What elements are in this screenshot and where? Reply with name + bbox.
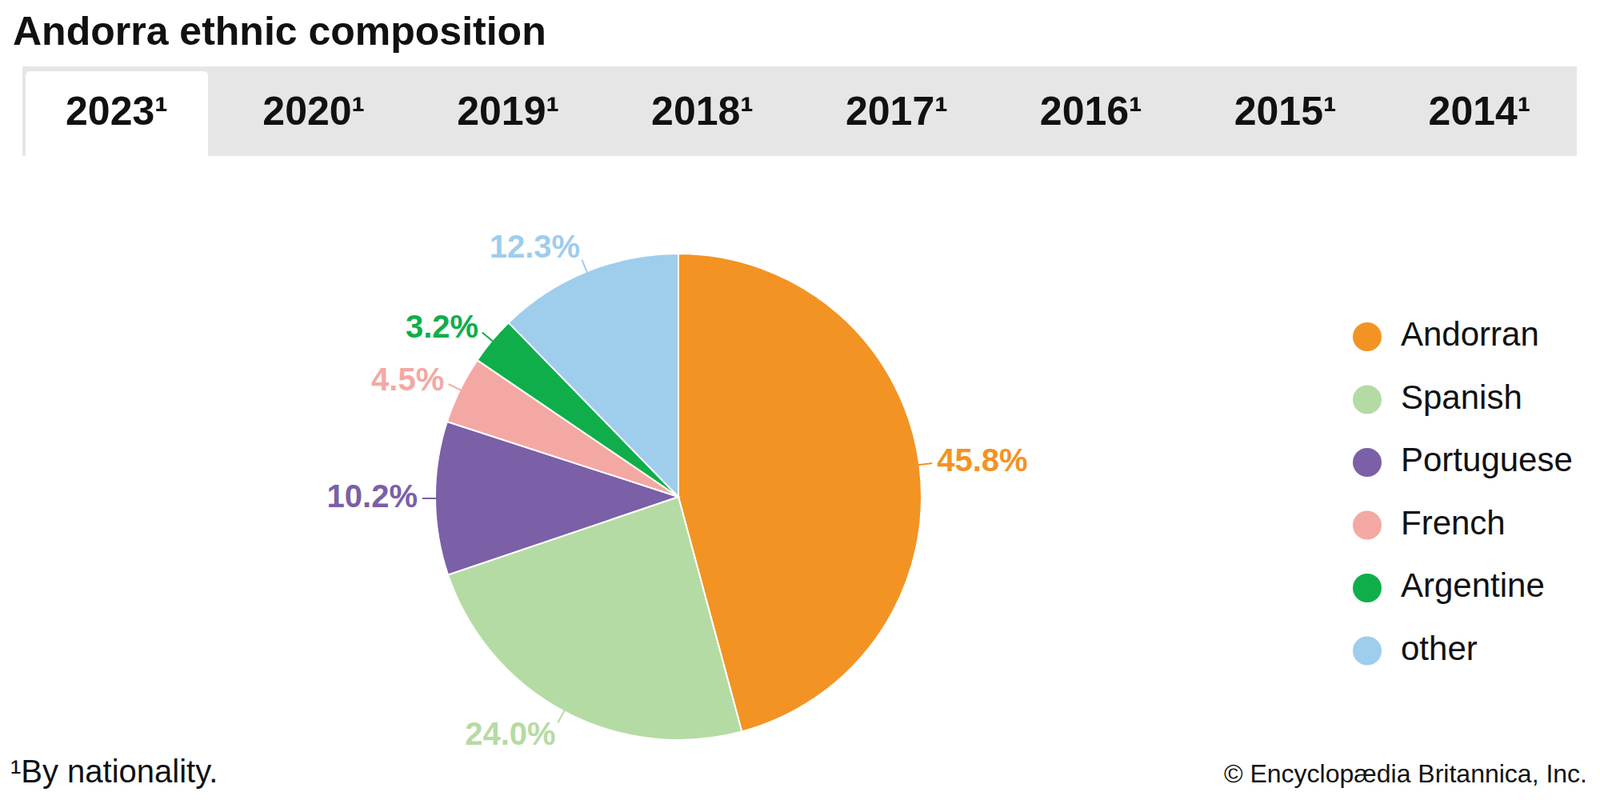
data-label: 10.2% [327, 478, 418, 514]
tab-label[interactable]: 2023¹ [65, 88, 168, 134]
legend-swatch [1352, 448, 1382, 477]
pie [435, 253, 922, 740]
legend-label: Portuguese [1400, 440, 1573, 479]
legend-swatch [1352, 322, 1382, 352]
data-label: 4.5% [371, 361, 444, 397]
legend: Andorran Spanish Portuguese French Argentine… [1352, 315, 1573, 668]
leader-line [917, 463, 932, 465]
legend-swatch [1352, 636, 1382, 666]
data-label: 45.8% [936, 442, 1028, 478]
data-labels: 45.8% 24.0% 10.2% 4.5% 3.2% 12.3% [327, 228, 1028, 752]
legend-label: Andorran [1400, 315, 1540, 353]
tab-active-background [25, 71, 208, 156]
legend-swatch [1352, 385, 1382, 415]
pie-slice [508, 253, 679, 497]
legend-label: Spanish [1400, 378, 1523, 416]
leader-line [422, 497, 437, 500]
leader-line [482, 332, 494, 342]
source: © Encyclopædia Britannica, Inc. [1224, 759, 1588, 788]
tab-label[interactable]: 2019¹ [456, 88, 560, 134]
legend-label: Argentine [1400, 566, 1545, 604]
title: Andorra ethnic composition [12, 8, 547, 54]
data-label: 12.3% [489, 228, 580, 264]
leader-line [448, 384, 462, 391]
legend-label: French [1400, 504, 1506, 542]
tab-bar: 2023¹ 2020¹ 2019¹ 2018¹ 2017¹ 2016¹ 2015¹ 2014¹ [22, 66, 1577, 156]
tab-bar-background [22, 66, 1577, 156]
leader-line [581, 260, 588, 274]
legend-label: other [1400, 629, 1478, 668]
data-label: 24.0% [464, 716, 556, 752]
tab-label[interactable]: 2015¹ [1234, 88, 1337, 134]
tab-label[interactable]: 2017¹ [845, 88, 948, 134]
legend-swatch [1352, 511, 1382, 540]
chart: Andorra ethnic composition 2023¹ 2020¹ 2019… [0, 0, 1600, 800]
footnote: ¹By nationality. [10, 753, 218, 789]
tab-label[interactable]: 2020¹ [262, 88, 365, 134]
leader-line [557, 709, 564, 723]
tab-label[interactable]: 2014¹ [1428, 88, 1532, 134]
tab-label[interactable]: 2016¹ [1040, 88, 1143, 134]
tab-label[interactable]: 2018¹ [651, 88, 754, 134]
data-label: 3.2% [405, 308, 479, 344]
legend-swatch [1352, 573, 1382, 603]
